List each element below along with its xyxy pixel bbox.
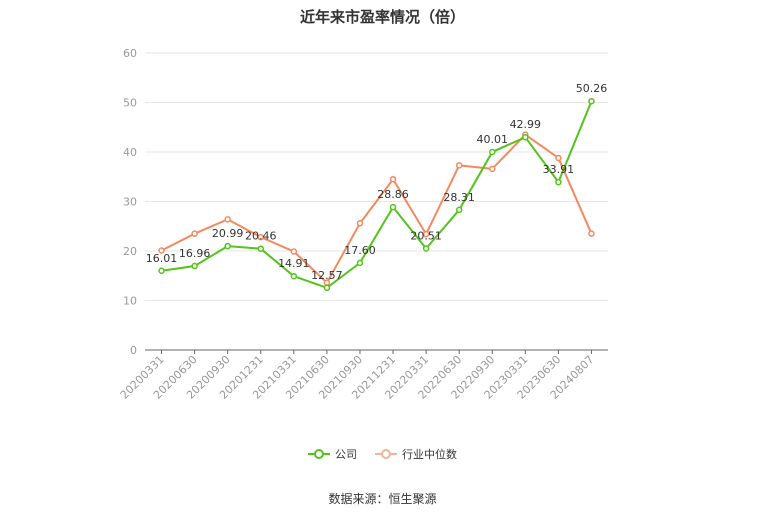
y-tick-label: 10: [123, 295, 137, 308]
data-point-company: [555, 178, 562, 186]
data-label-company: 42.99: [510, 118, 542, 131]
y-tick-label: 20: [123, 245, 137, 258]
data-point-company: [323, 284, 331, 292]
data-point-company: [290, 272, 298, 280]
data-point-company: [191, 262, 198, 270]
series-line-industry: [161, 133, 593, 285]
legend: 公司 行业中位数: [0, 446, 765, 462]
legend-item-company[interactable]: 公司: [308, 446, 357, 462]
series-line-company: [161, 100, 593, 289]
data-point-company: [522, 133, 529, 141]
data-point-company: [489, 148, 496, 156]
data-label-company: 40.01: [477, 133, 509, 146]
data-label-company: 20.46: [245, 230, 277, 243]
y-tick-label: 30: [123, 196, 137, 209]
data-point-company: [389, 203, 397, 211]
data-point-industry: [257, 233, 264, 241]
data-point-industry: [158, 247, 165, 254]
legend-industry-marker-icon: [375, 449, 397, 459]
y-tick-label: 60: [123, 47, 137, 60]
data-label-company: 16.01: [146, 252, 178, 265]
data-point-industry: [290, 248, 298, 255]
data-label-company: 20.99: [212, 227, 244, 240]
data-point-company: [422, 245, 430, 252]
data-point-industry: [224, 216, 231, 223]
y-tick-label: 0: [130, 344, 137, 357]
data-point-industry: [489, 165, 496, 173]
data-label-company: 17.60: [344, 244, 376, 257]
data-point-industry: [422, 230, 430, 238]
data-label-company: 20.51: [410, 229, 442, 242]
data-point-industry: [389, 175, 397, 183]
legend-company-label: 公司: [335, 448, 357, 461]
data-point-industry: [455, 162, 463, 169]
legend-company-marker-icon: [308, 449, 330, 459]
data-point-company: [257, 245, 264, 252]
data-point-company: [588, 97, 595, 105]
y-tick-label: 50: [123, 97, 137, 110]
data-label-company: 50.26: [576, 82, 608, 95]
data-point-company: [356, 259, 364, 267]
data-point-company: [224, 242, 231, 250]
data-label-company: 28.31: [443, 191, 475, 204]
y-tick-label: 40: [123, 146, 137, 159]
data-point-industry: [555, 154, 562, 162]
data-point-company: [455, 206, 463, 214]
data-point-industry: [588, 230, 595, 237]
legend-item-industry[interactable]: 行业中位数: [375, 446, 457, 462]
data-label-company: 14.91: [278, 257, 310, 270]
data-point-company: [158, 267, 165, 275]
legend-industry-label: 行业中位数: [402, 448, 457, 461]
chart-title: 近年来市盈率情况（倍）: [299, 8, 465, 26]
data-label-company: 16.96: [179, 247, 211, 260]
data-label-company: 33.91: [543, 163, 575, 176]
data-label-company: 28.86: [377, 188, 409, 201]
data-label-company: 12.57: [311, 269, 343, 282]
data-point-industry: [356, 220, 364, 227]
data-source: 数据来源：恒生聚源: [328, 492, 437, 506]
data-point-industry: [191, 230, 198, 237]
